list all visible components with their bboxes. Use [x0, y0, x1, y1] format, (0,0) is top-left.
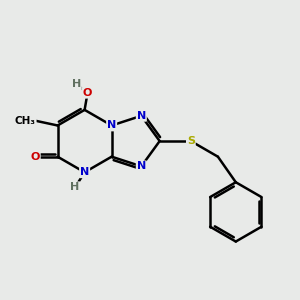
Text: N: N: [80, 167, 89, 177]
Text: O: O: [83, 88, 92, 98]
Text: H: H: [72, 80, 81, 89]
Text: N: N: [107, 121, 116, 130]
Text: N: N: [137, 161, 146, 171]
Text: CH₃: CH₃: [15, 116, 36, 126]
Text: S: S: [187, 136, 195, 146]
Text: N: N: [137, 111, 146, 121]
Text: H: H: [70, 182, 80, 192]
Text: O: O: [30, 152, 40, 162]
